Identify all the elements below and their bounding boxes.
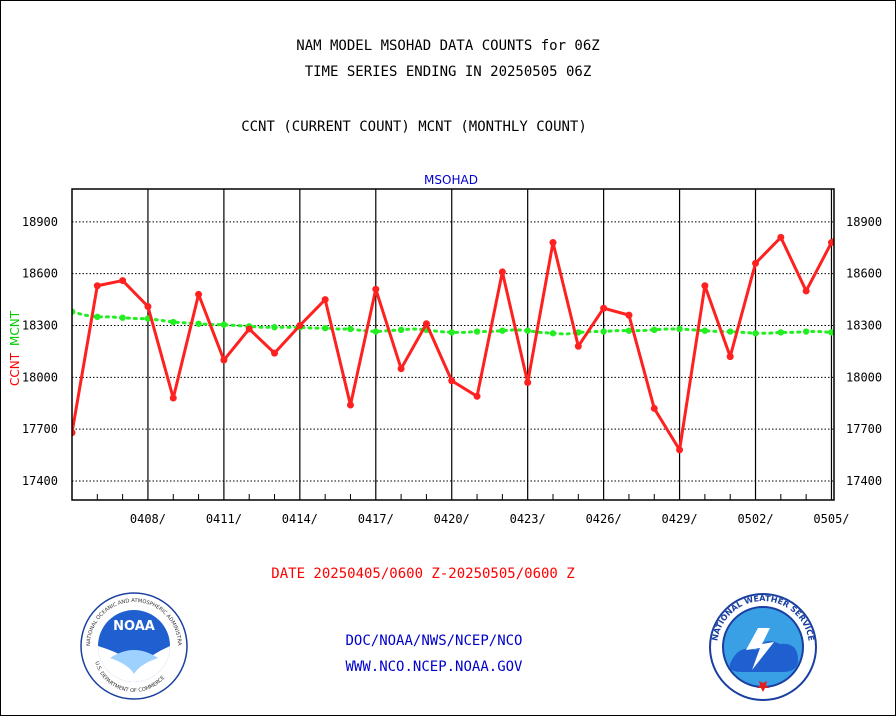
ccnt-point	[271, 349, 279, 357]
ccnt-point	[701, 282, 709, 290]
ccnt-point	[422, 320, 430, 328]
ccnt-point	[650, 404, 658, 412]
ylabel-ccnt: CCNT	[8, 352, 22, 386]
plot-title: MSOHAD	[424, 173, 478, 187]
y-tick-label-left: 18300	[22, 318, 58, 332]
mcnt-point	[625, 327, 633, 334]
ccnt-point	[321, 296, 329, 304]
ccnt-point	[93, 282, 101, 290]
ccnt-point	[119, 277, 127, 285]
mcnt-point	[676, 325, 683, 333]
x-tick-label: 0411/	[206, 512, 242, 526]
mcnt-point	[321, 324, 329, 332]
ccnt-point	[726, 353, 734, 361]
mcnt-point	[777, 329, 785, 336]
ylabel-mcnt: MCNT	[8, 310, 22, 346]
y-tick-label-left: 17700	[22, 422, 58, 436]
mcnt-point	[119, 314, 126, 321]
mcnt-point	[72, 308, 76, 315]
y-tick-label-left: 18900	[22, 215, 58, 229]
y-tick-label-right: 18000	[846, 370, 882, 384]
y-axis-label: CCNT MCNT	[8, 310, 22, 386]
doc-noaa-link[interactable]: DOC/NOAA/NWS/NCEP/NCO	[345, 633, 523, 649]
ccnt-point	[296, 321, 304, 329]
x-tick-label: 0429/	[662, 512, 698, 526]
ccnt-point	[498, 268, 506, 276]
y-tick-label-right: 17400	[846, 474, 882, 488]
ccnt-point	[245, 325, 253, 333]
series-layer	[72, 205, 860, 454]
ccnt-point	[625, 311, 633, 319]
chart-title-line1: NAM MODEL MSOHAD DATA COUNTS for 06Z	[296, 38, 600, 54]
tick-labels: 17400 17400 17700 17700 18000 18000 18300 18300…	[22, 215, 882, 526]
ccnt-point	[574, 342, 582, 350]
mcnt-point	[549, 330, 557, 337]
svg-text:NOAA: NOAA	[113, 619, 155, 634]
mcnt-point	[600, 328, 607, 335]
ccnt-point	[827, 239, 834, 247]
ccnt-point	[802, 287, 810, 295]
ccnt-point	[777, 233, 785, 241]
y-tick-label-left: 18000	[22, 370, 58, 384]
mcnt-point	[473, 328, 481, 335]
ccnt-point	[144, 302, 152, 310]
chart-title-line2: TIME SERIES ENDING IN 20250505 06Z	[304, 64, 592, 80]
mcnt-point	[701, 327, 709, 334]
mcnt-point	[802, 328, 810, 335]
x-tick-label: 0502/	[737, 512, 773, 526]
mcnt-point	[271, 324, 278, 331]
y-tick-label-right: 18900	[846, 215, 882, 229]
y-tick-label-left: 17400	[22, 474, 58, 488]
ccnt-point	[448, 377, 456, 385]
x-tick-label: 0420/	[434, 512, 470, 526]
mcnt-point	[220, 321, 228, 328]
ccnt-point	[524, 379, 532, 387]
mcnt-point	[195, 320, 202, 327]
y-tick-label-left: 18600	[22, 267, 58, 281]
ccnt-point	[169, 394, 177, 402]
mcnt-point	[448, 329, 455, 336]
ccnt-point	[752, 259, 760, 267]
x-tick-label: 0414/	[282, 512, 318, 526]
ccnt-point	[195, 290, 203, 298]
mcnt-point	[94, 313, 101, 321]
ccnt-series-line	[72, 235, 834, 452]
nco-website-link[interactable]: WWW.NCO.NCEP.NOAA.GOV	[345, 659, 523, 675]
mcnt-point	[170, 318, 177, 326]
mcnt-point	[397, 326, 405, 334]
ccnt-point	[473, 392, 481, 400]
ccnt-point	[346, 401, 354, 409]
mcnt-point	[828, 329, 834, 336]
mcnt-point	[752, 330, 759, 337]
mcnt-point	[347, 325, 354, 333]
ccnt-point	[676, 446, 684, 454]
y-tick-label-right: 18300	[846, 318, 882, 332]
x-tick-label: 0505/	[813, 512, 849, 526]
ccnt-point	[372, 285, 380, 293]
mcnt-point	[524, 327, 531, 334]
mcnt-point	[372, 328, 379, 335]
date-range-label: DATE 20250405/0600 Z-20250505/0600 Z	[271, 566, 575, 582]
ccnt-point	[397, 365, 405, 373]
x-tick-label: 0408/	[130, 512, 166, 526]
mcnt-point	[651, 326, 658, 334]
ccnt-point	[72, 429, 76, 437]
y-tick-label-right: 18600	[846, 267, 882, 281]
ccnt-point	[549, 239, 557, 247]
x-tick-label: 0423/	[510, 512, 546, 526]
x-tick-label: 0417/	[358, 512, 394, 526]
ccnt-point	[220, 356, 228, 364]
noaa-logo-icon: NOAA NATIONAL OCEANIC AND ATMOSPHERIC AD…	[80, 592, 188, 700]
ccnt-point	[853, 205, 860, 212]
x-tick-label: 0426/	[586, 512, 622, 526]
chart-subtitle: CCNT (CURRENT COUNT) MCNT (MONTHLY COUNT…	[241, 119, 587, 135]
plot-frame	[71, 188, 835, 501]
y-tick-label-right: 17700	[846, 422, 882, 436]
nws-logo-icon: NATIONAL WEATHER SERVICE	[709, 593, 817, 701]
ccnt-point	[600, 304, 608, 312]
mcnt-point	[499, 327, 506, 334]
mcnt-point	[727, 328, 734, 335]
